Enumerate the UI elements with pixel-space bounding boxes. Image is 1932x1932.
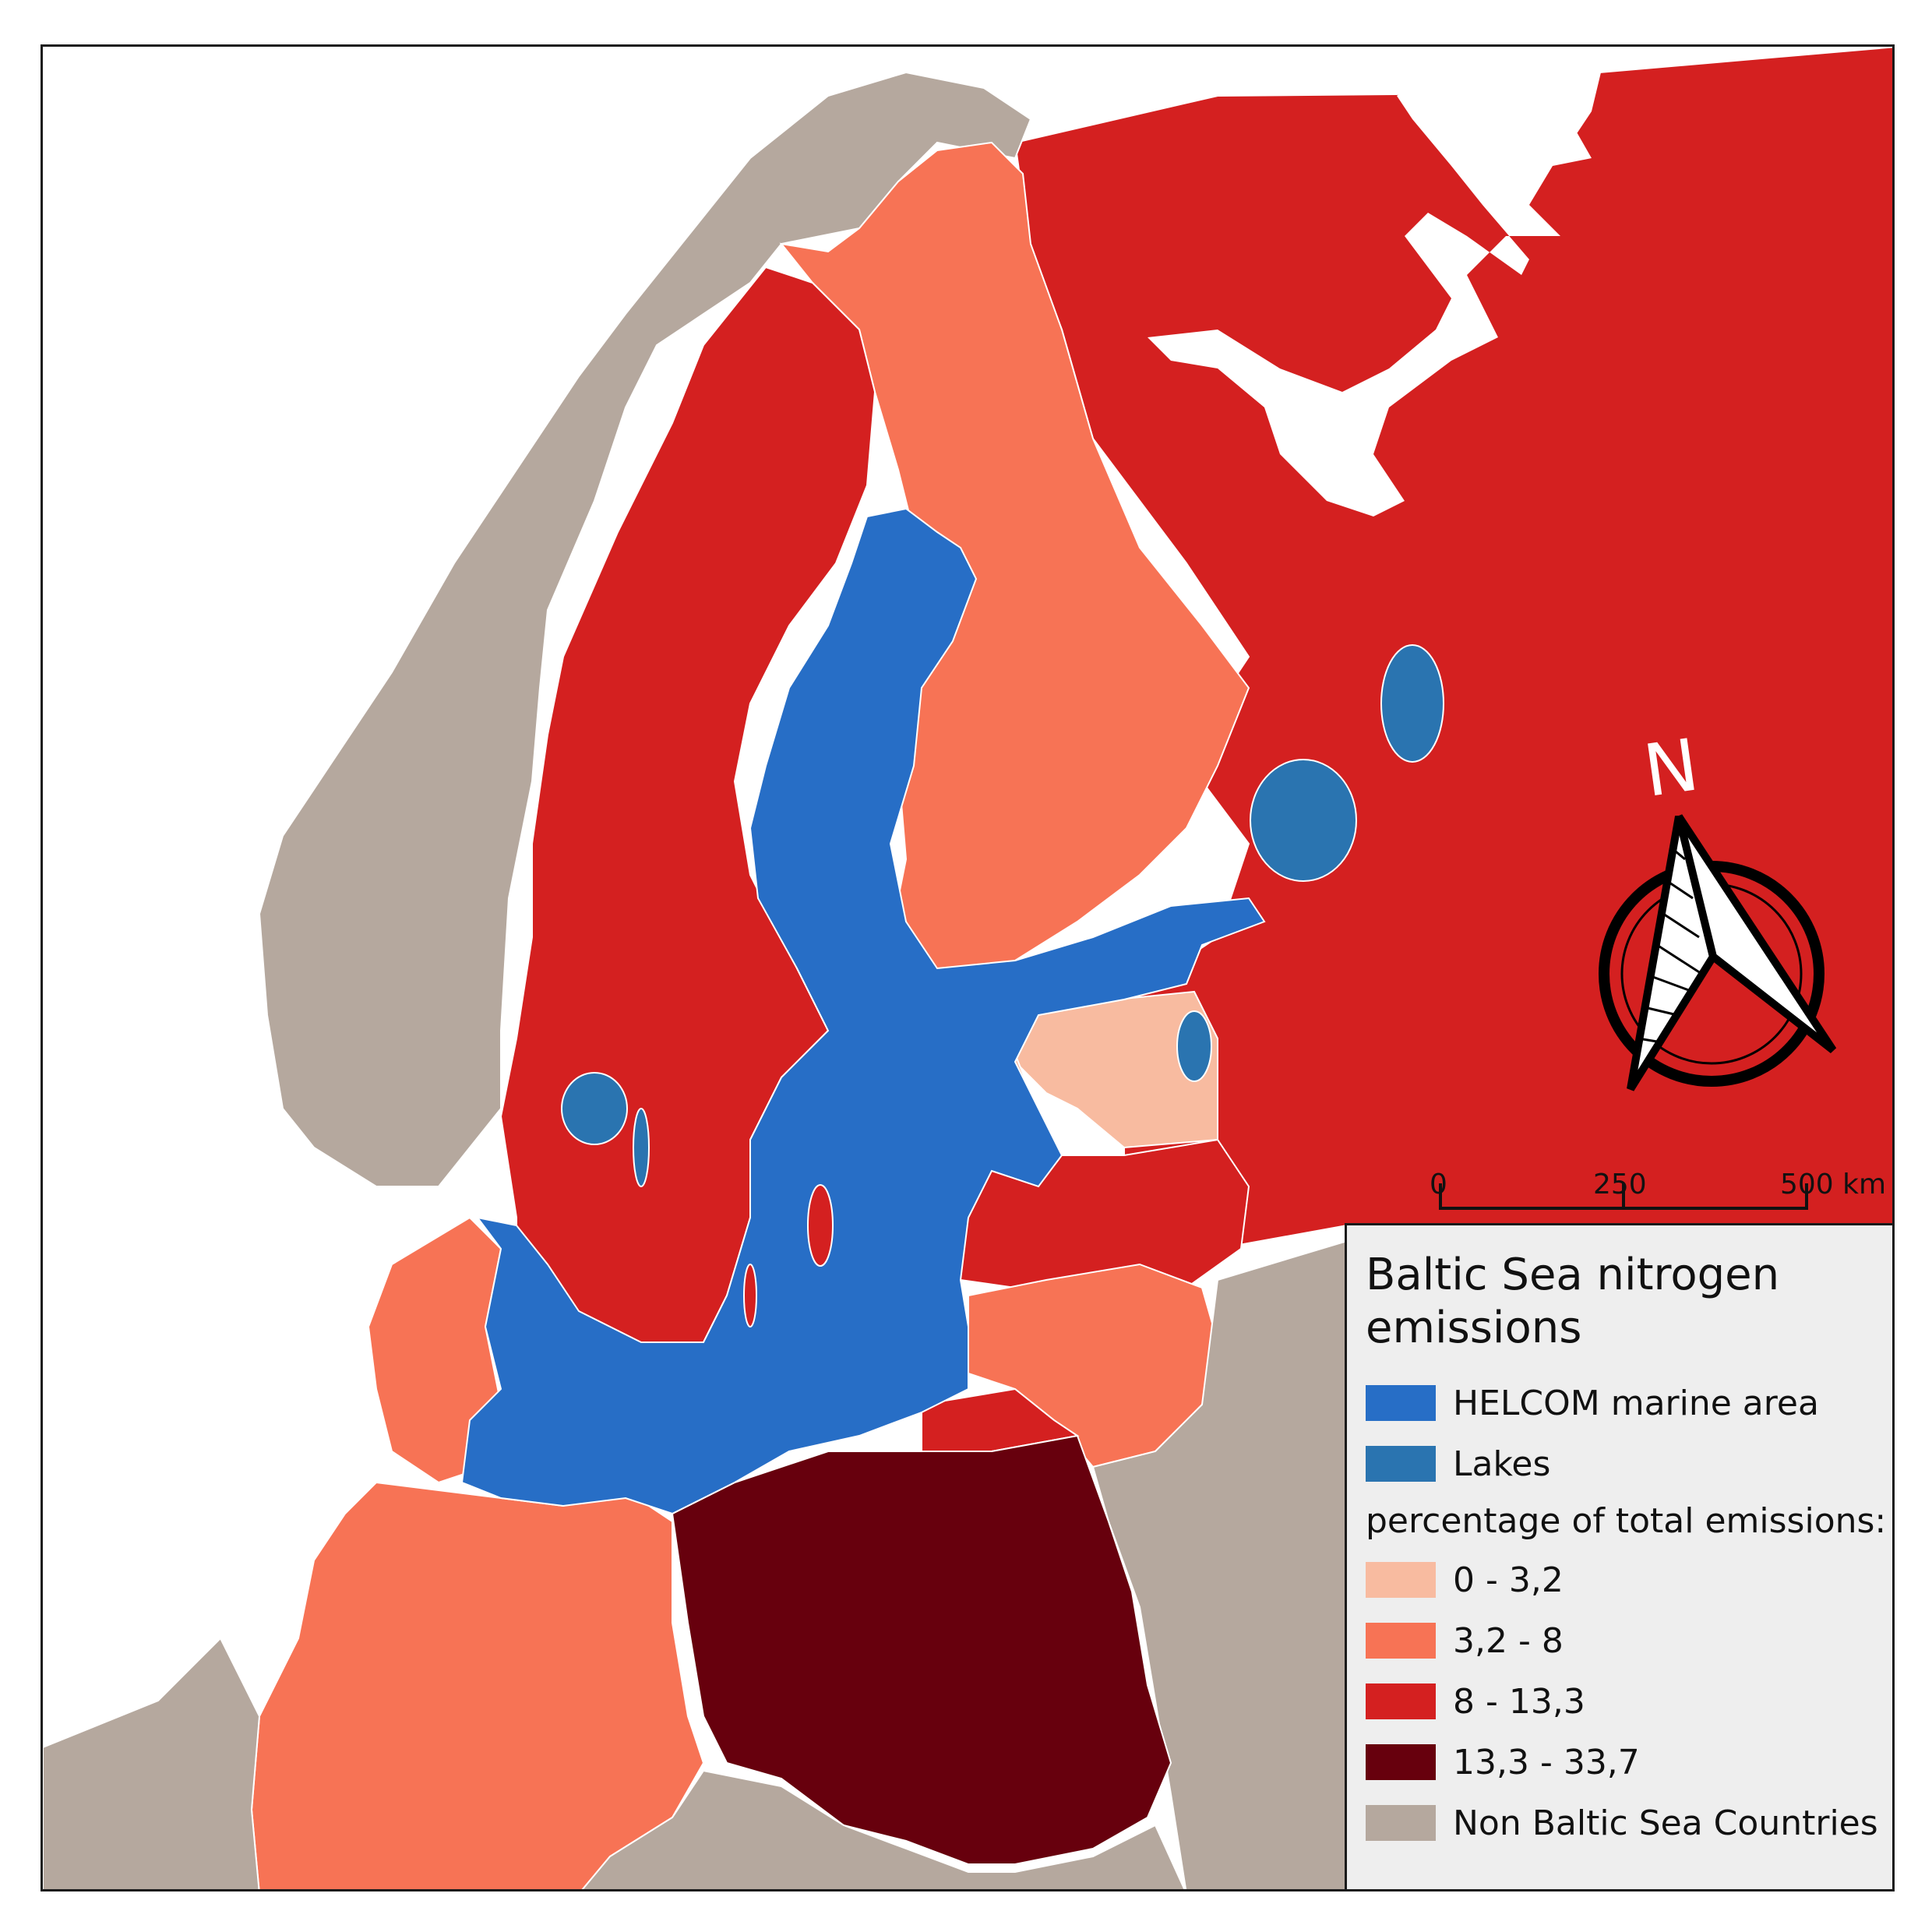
north-arrow-label: N [1639,723,1704,813]
legend-class-4: 13,3 - 33,7 [1366,1734,1892,1790]
swatch-lakes [1366,1446,1436,1482]
helcom-marine-area [460,507,1266,1515]
legend-class-label-3: 8 - 13,3 [1453,1681,1585,1722]
legend-class-1: 0 - 3,2 [1366,1552,1892,1608]
swatch-helcom [1366,1385,1436,1421]
legend-title: Baltic Sea nitrogen emissions [1366,1250,1780,1353]
region-germany [250,1481,705,1889]
swatch-class-5 [1366,1805,1436,1841]
region-poland [671,1434,1172,1865]
lake-onega [1380,644,1444,763]
map-canvas: N [43,47,1892,1889]
lake-vanern [561,1072,628,1145]
region-central-europe [43,1637,261,1889]
legend-class-label-4: 13,3 - 33,7 [1453,1742,1640,1782]
scale-label-500km: 500 km [1780,1169,1887,1200]
island-oland [743,1264,757,1327]
lake-peipus [1176,1010,1212,1082]
legend-item-helcom: HELCOM marine area [1366,1375,1892,1431]
scale-label-0: 0 [1430,1169,1447,1200]
legend-class-5: Non Baltic Sea Countries [1366,1795,1892,1851]
legend-class-2: 3,2 - 8 [1366,1613,1892,1669]
region-czech [581,1769,1186,1889]
north-arrow: N [1599,723,1837,1091]
swatch-class-1 [1366,1562,1436,1598]
legend-class-label-5: Non Baltic Sea Countries [1453,1803,1878,1843]
legend-class-3: 8 - 13,3 [1366,1673,1892,1729]
map-frame: N 0 250 500 km [41,44,1895,1891]
lake-vattern [633,1108,650,1187]
legend-class-label-1: 0 - 3,2 [1453,1560,1564,1600]
swatch-class-2 [1366,1623,1436,1659]
legend-label-lakes: Lakes [1453,1444,1551,1484]
barents-bay [1467,47,1607,158]
legend-class-label-2: 3,2 - 8 [1453,1620,1564,1661]
region-estonia [1014,990,1218,1149]
legend-label-helcom: HELCOM marine area [1453,1383,1819,1423]
legend-subtitle: percentage of total emissions: [1366,1501,1887,1541]
swatch-class-4 [1366,1744,1436,1780]
scale-bar [1439,1183,1808,1210]
island-gotland [807,1184,834,1267]
white-sea [1148,65,1592,516]
scale-label-250: 250 [1593,1169,1647,1200]
swatch-class-3 [1366,1683,1436,1719]
region-norway [258,71,1032,1187]
legend: Baltic Sea nitrogen emissions HELCOM mar… [1345,1223,1895,1891]
legend-item-lakes: Lakes [1366,1436,1892,1492]
lake-ladoga [1250,759,1357,882]
